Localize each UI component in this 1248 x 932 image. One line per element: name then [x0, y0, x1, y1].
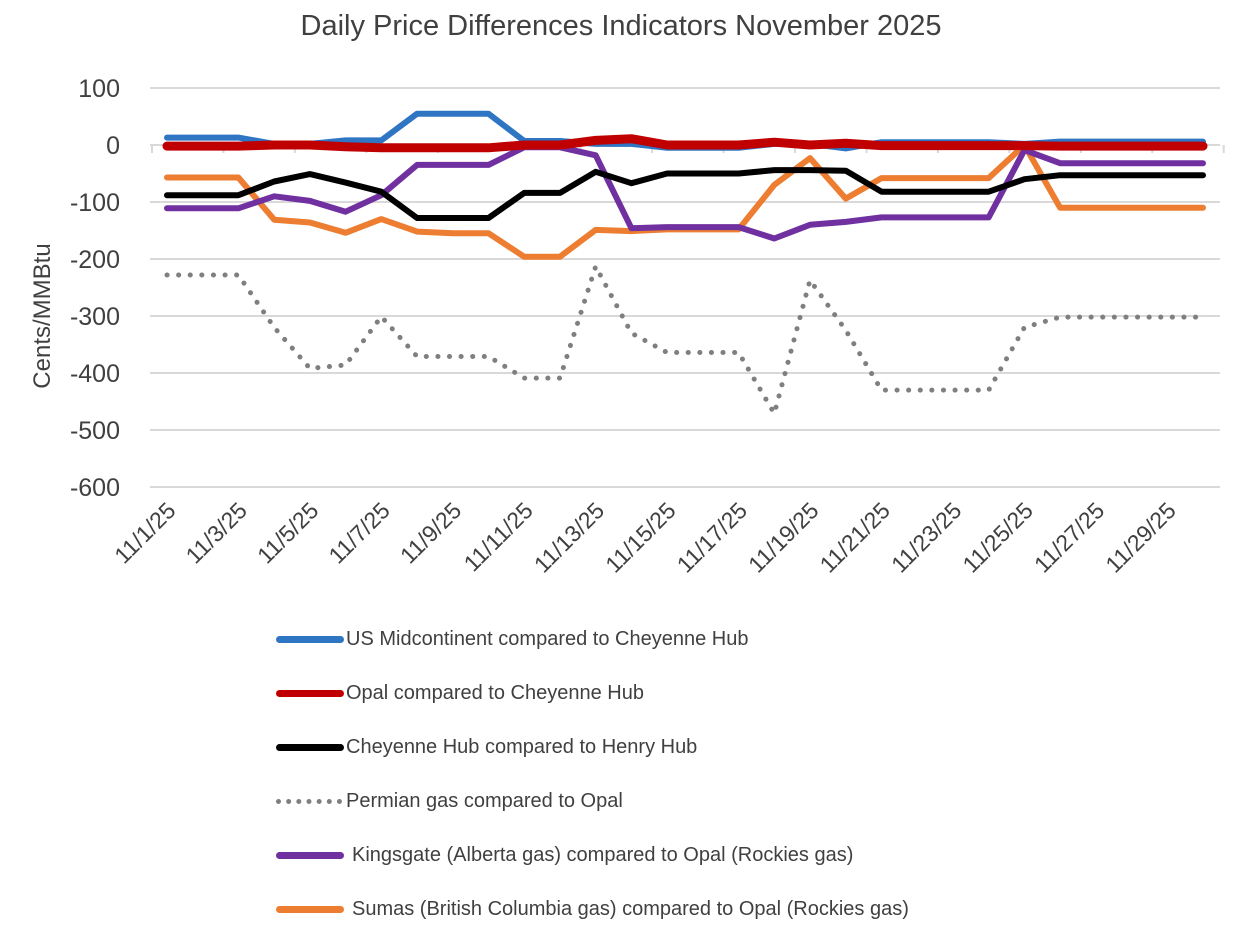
legend-label: Permian gas compared to Opal [346, 789, 623, 812]
x-tick-label: 11/11/25 [458, 497, 537, 576]
legend-label: Opal compared to Cheyenne Hub [346, 681, 644, 704]
y-tick-label: 100 [78, 75, 120, 103]
y-axis-label: Cents/MMBtu [29, 243, 56, 388]
x-tick-label: 11/25/25 [957, 497, 1037, 577]
y-axis-ticks: 100 0 -100 -200 -300 -400 -500 -600 [70, 75, 120, 502]
y-tick-label: -600 [70, 474, 120, 502]
x-tick-label: 11/27/25 [1029, 497, 1109, 577]
x-tick-label: 11/3/25 [181, 497, 252, 568]
x-tick-label: 11/13/25 [529, 497, 609, 577]
legend-item: US Midcontinent compared to Cheyenne Hub [274, 624, 748, 654]
series-line-4 [164, 144, 1206, 242]
x-axis: 11/1/25 11/3/25 11/5/25 11/7/25 11/9/2511/11… [109, 144, 1225, 578]
legend-swatch [274, 786, 346, 816]
legend-item: Kingsgate (Alberta gas) compared to Opal… [274, 840, 853, 870]
legend-swatch [274, 678, 346, 708]
x-tick-label: 11/15/25 [600, 497, 680, 577]
legend-item: Sumas (British Columbia gas) compared to… [274, 894, 909, 924]
legend-label: Kingsgate (Alberta gas) compared to Opal… [352, 843, 854, 866]
legend-label: US Midcontinent compared to Cheyenne Hub [346, 627, 749, 650]
legend-swatch [274, 624, 346, 654]
x-tick-label: 11/21/25 [815, 497, 895, 577]
legend-label: Sumas (British Columbia gas) compared to… [352, 897, 909, 920]
legend-item: Opal compared to Cheyenne Hub [274, 678, 644, 708]
x-tick-label: 11/29/25 [1100, 497, 1180, 577]
x-tick-label: 11/7/25 [323, 497, 394, 568]
series-line-1 [162, 134, 1208, 153]
chart-title: Daily Price Differences Indicators Novem… [300, 10, 942, 42]
legend-swatch [274, 840, 346, 870]
x-tick-label: 11/17/25 [672, 497, 752, 577]
series-line-3 [164, 263, 1206, 416]
y-tick-label: -300 [70, 303, 120, 331]
legend-item: Permian gas compared to Opal [274, 786, 623, 816]
y-tick-label: -200 [70, 246, 120, 274]
x-tick-label: 11/5/25 [252, 497, 323, 568]
legend-swatch [274, 732, 346, 762]
x-tick-label: 11/1/25 [109, 497, 180, 568]
x-tick-label: 11/9/25 [395, 497, 466, 568]
y-tick-label: -100 [70, 189, 120, 217]
x-tick-label: 11/23/25 [886, 497, 966, 577]
legend-label: Cheyenne Hub compared to Henry Hub [346, 735, 698, 758]
y-tick-label: -400 [70, 360, 120, 388]
legend-item: Cheyenne Hub compared to Henry Hub [274, 732, 697, 762]
y-tick-label: -500 [70, 417, 120, 445]
legend-swatch [274, 894, 346, 924]
x-tick-label: 11/19/25 [743, 497, 823, 577]
series-lines [162, 110, 1208, 416]
y-tick-label: 0 [106, 132, 120, 160]
series-line-2 [164, 167, 1206, 221]
